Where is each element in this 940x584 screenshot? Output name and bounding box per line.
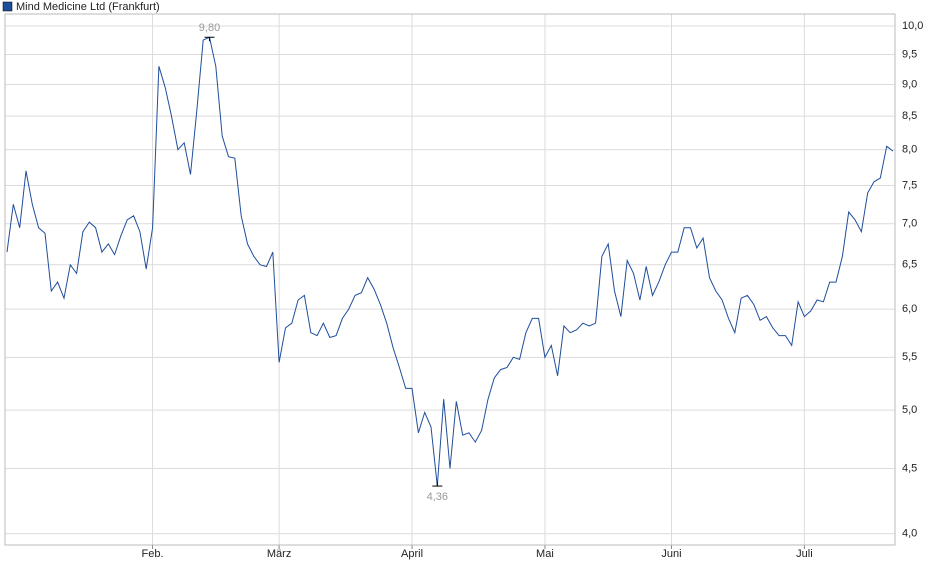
y-tick-label: 9,0 — [902, 78, 917, 90]
x-tick-label: Feb. — [142, 548, 164, 560]
price-line — [6, 36, 894, 487]
x-tick-label: Juni — [661, 548, 681, 560]
y-tick-label: 8,5 — [902, 110, 917, 122]
x-tick-label: April — [401, 548, 423, 560]
y-tick-label: 4,5 — [902, 462, 917, 474]
y-tick-label: 9,5 — [902, 48, 917, 60]
plot-frame — [4, 13, 896, 546]
y-tick-label: 5,0 — [902, 404, 917, 416]
y-tick-label: 8,0 — [902, 144, 917, 156]
y-tick-label: 5,5 — [902, 351, 917, 363]
legend-label: Mind Medicine Ltd (Frankfurt) — [16, 1, 160, 13]
annotation-label: 4,36 — [427, 491, 448, 503]
x-tick-label: März — [267, 548, 291, 560]
y-tick-label: 6,0 — [902, 303, 917, 315]
y-tick-label: 6,5 — [902, 259, 917, 271]
annotation-label: 9,80 — [199, 22, 220, 34]
y-tick-label: 7,0 — [902, 218, 917, 230]
y-tick-label: 10,0 — [902, 20, 923, 32]
y-tick-label: 4,0 — [902, 528, 917, 540]
y-tick-label: 7,5 — [902, 179, 917, 191]
x-tick-label: Mai — [536, 548, 554, 560]
legend-swatch — [2, 1, 13, 12]
x-tick-label: Juli — [796, 548, 813, 560]
